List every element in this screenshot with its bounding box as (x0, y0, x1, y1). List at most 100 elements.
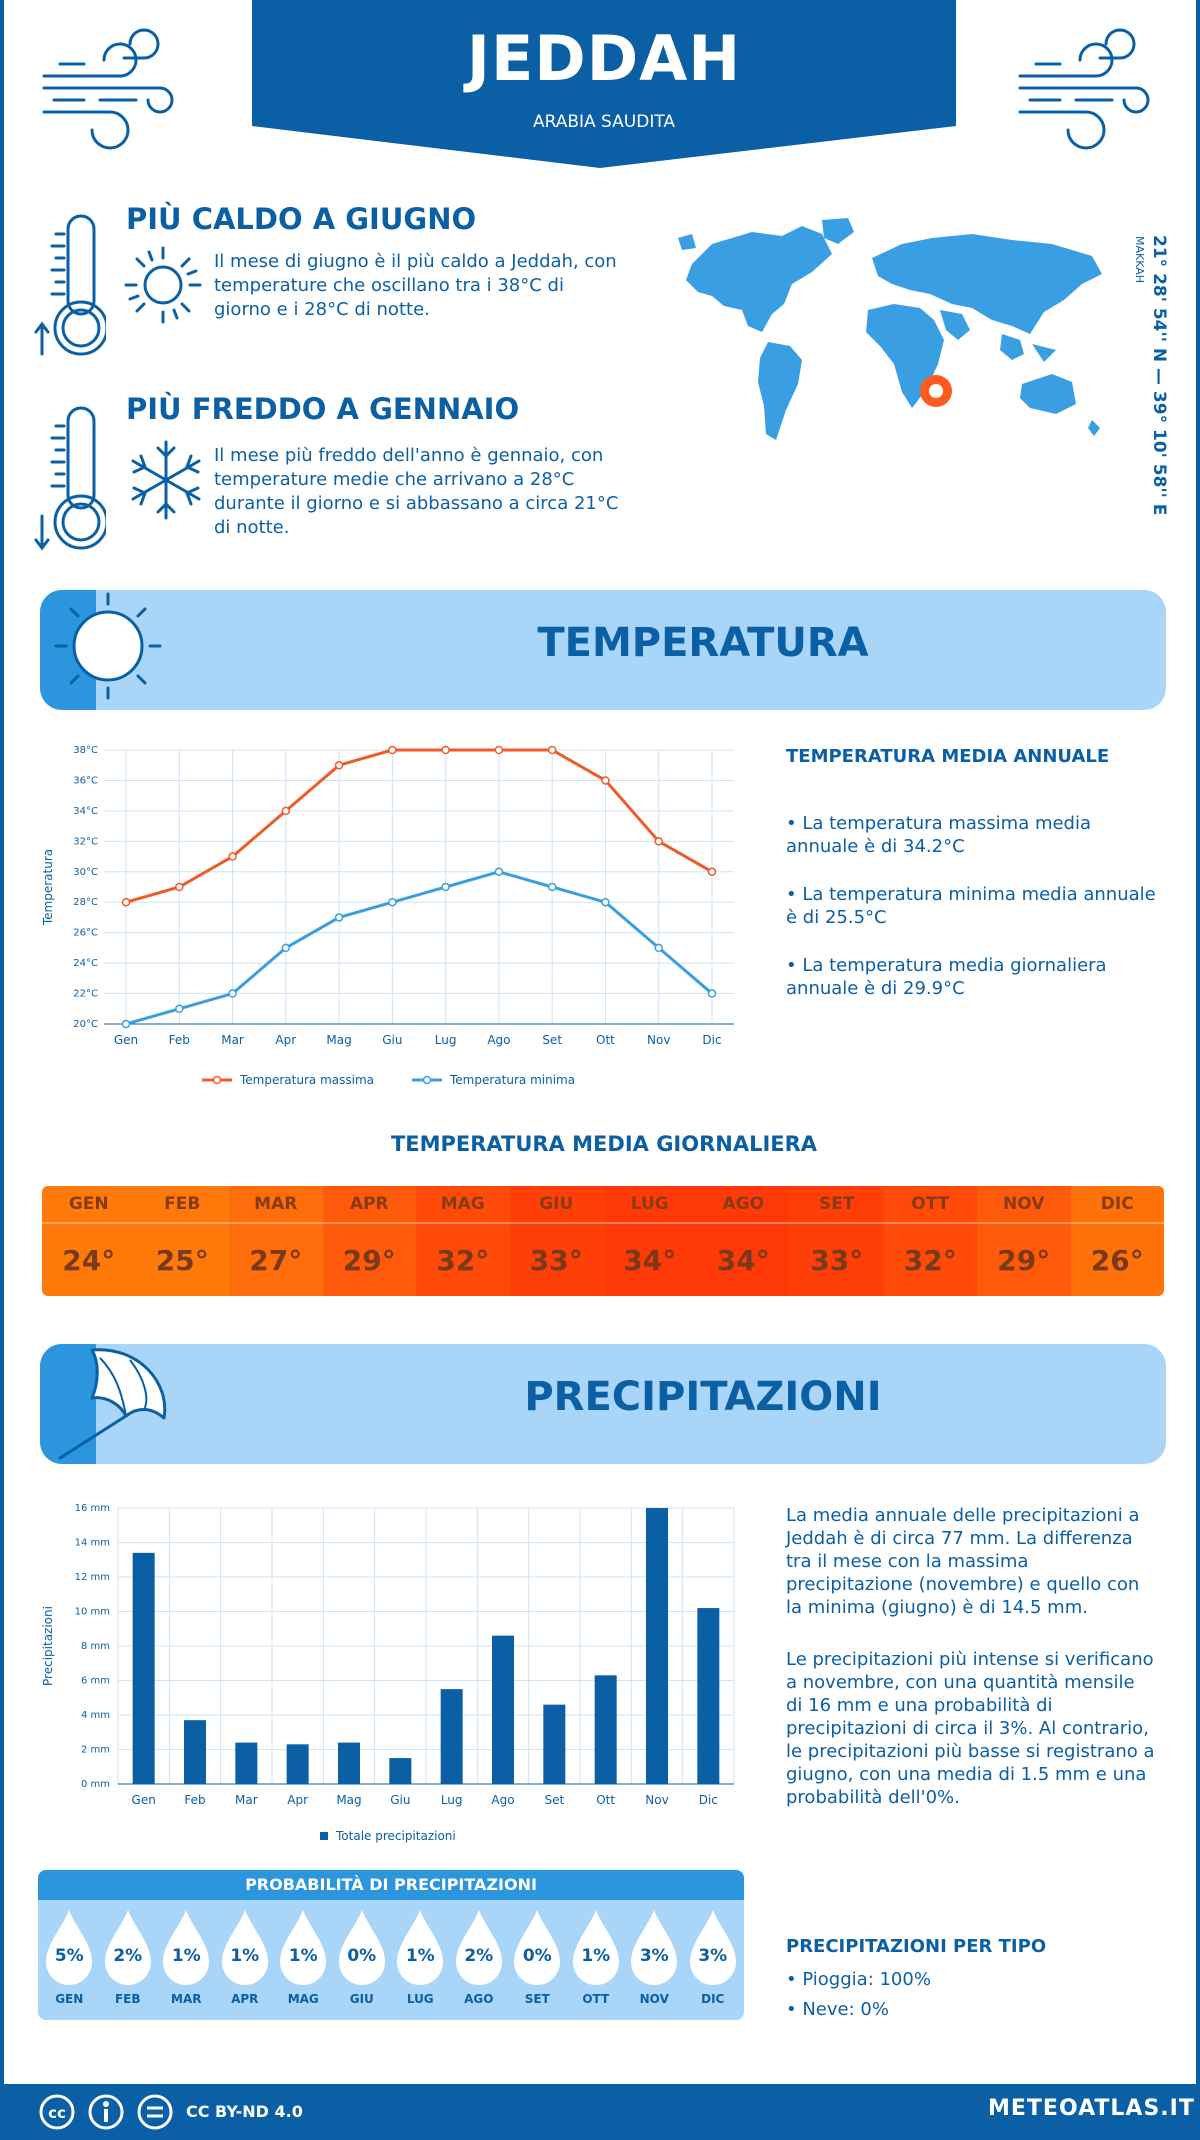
precip-bar (132, 1552, 155, 1784)
data-point (494, 745, 504, 755)
data-point (654, 943, 663, 953)
daily-temp-value: 29° (997, 1243, 1051, 1277)
x-tick-label: Giu (382, 1033, 402, 1047)
x-tick-label: Set (542, 1033, 562, 1047)
precip-probability-drops: 5% GEN 2% FEB 1% MAR 1% APR 1% MAG 0% GIU 1% LUG 2% AGO… (38, 1900, 744, 2020)
data-point (175, 1004, 184, 1014)
drop-icon (104, 1910, 151, 1985)
data-point (175, 882, 184, 892)
title-banner: JEDDAH ARABIA SAUDITA (252, 0, 956, 168)
x-tick-label: Mar (221, 1033, 244, 1047)
precip-bar (235, 1742, 258, 1784)
temperature-title: TEMPERATURA (537, 620, 869, 666)
y-tick-label: 30°C (73, 867, 98, 878)
y-tick-label: 38°C (73, 745, 98, 756)
data-point (601, 776, 610, 785)
precip-bar (338, 1742, 360, 1784)
precip-text-2: Le precipitazioni più intense si verific… (786, 1649, 1155, 1808)
daily-temp-month: APR (322, 1186, 416, 1224)
probability-month: OTT (582, 1992, 610, 2006)
probability-value: 0% (347, 1946, 377, 1966)
daily-temp-value: 27° (249, 1243, 303, 1277)
x-tick-label: Dic (702, 1033, 721, 1047)
y-tick-label: 14 mm (75, 1538, 110, 1549)
daily-temp-value: 32° (903, 1243, 957, 1277)
coordinates: 21° 28' 54'' N — 39° 10' 58'' E (1149, 235, 1169, 516)
x-tick-label: Lug (435, 1033, 457, 1047)
x-tick-label: Dic (699, 1793, 718, 1807)
probability-value: 3% (639, 1946, 669, 1966)
daily-temp-column: MAR 27° (229, 1186, 323, 1296)
region-name: MAKKAH (1133, 236, 1146, 284)
daily-temp-value: 25° (155, 1243, 209, 1277)
y-axis-label: Temperatura (41, 849, 55, 926)
x-tick-label: Apr (287, 1793, 308, 1807)
x-tick-label: Giu (390, 1793, 410, 1807)
drop-icon (455, 1910, 502, 1985)
license-icons: cc (39, 2094, 173, 2130)
daily-temp-month: LUG (603, 1186, 697, 1224)
y-tick-label: 20°C (73, 1019, 98, 1030)
probability-value: 1% (230, 1946, 260, 1966)
y-tick-label: 28°C (73, 897, 98, 908)
daily-temp-month: DIC (1070, 1186, 1164, 1224)
x-tick-label: Lug (441, 1793, 463, 1807)
sun-icon (124, 246, 202, 324)
precip-bar (440, 1689, 463, 1784)
x-tick-label: Ott (596, 1033, 615, 1047)
probability-drop: 1% APR (216, 1900, 275, 2020)
nd-icon (137, 2094, 173, 2130)
daily-temp-month: SET (790, 1186, 884, 1224)
data-point (601, 897, 610, 907)
probability-drop: 0% GIU (333, 1900, 392, 2020)
x-tick-label: Feb (184, 1793, 205, 1807)
precip-bar (184, 1720, 206, 1784)
probability-month: LUG (406, 1992, 434, 2006)
data-point (121, 1019, 131, 1029)
y-tick-label: 24°C (73, 958, 98, 969)
thermometer-up-icon (34, 214, 106, 356)
drop-icon (338, 1910, 385, 1985)
daily-temp-column: DIC 26° (1070, 1186, 1164, 1296)
probability-value: 2% (113, 1946, 143, 1966)
y-tick-label: 12 mm (75, 1572, 110, 1583)
daily-temp-column: LUG 34° (603, 1186, 697, 1296)
hottest-title: PIÙ CALDO A GIUGNO (126, 202, 477, 236)
daily-temp-month: FEB (135, 1186, 229, 1224)
daily-temp-value: 33° (810, 1243, 864, 1277)
wind-icon-right (1018, 28, 1150, 150)
drop-icon (572, 1910, 619, 1985)
series-line-max (125, 748, 713, 904)
daily-temp-month: GIU (509, 1186, 603, 1224)
data-point (334, 760, 344, 770)
data-point (547, 882, 557, 892)
daily-temp-value: 32° (436, 1243, 490, 1277)
annual-temp-mean: • La temperatura media giornaliera annua… (786, 955, 1107, 999)
y-tick-label: 16 mm (75, 1503, 110, 1514)
probability-drop: 1% MAG (274, 1900, 333, 2020)
precip-bar (697, 1608, 720, 1784)
precipitation-title: PRECIPITAZIONI (524, 1374, 882, 1420)
x-tick-label: Mag (336, 1793, 361, 1807)
precip-text-1: La media annuale delle precipitazioni a … (786, 1505, 1140, 1618)
probability-value: 1% (405, 1946, 435, 1966)
site-link[interactable]: METEOATLAS.IT (988, 2096, 1195, 2121)
thermometer-down-icon (34, 406, 106, 551)
precip-bar (492, 1635, 514, 1784)
annual-temp-title: TEMPERATURA MEDIA ANNUALE (786, 746, 1110, 767)
daily-temp-value: 24° (62, 1243, 116, 1277)
license-text: CC BY-ND 4.0 (186, 2102, 303, 2121)
y-tick-label: 22°C (73, 989, 98, 1000)
data-point (707, 989, 717, 998)
legend-label: Totale precipitazioni (335, 1829, 456, 1843)
legend-marker (422, 1075, 432, 1085)
y-tick-label: 8 mm (81, 1641, 110, 1652)
y-tick-label: 6 mm (81, 1676, 110, 1687)
probability-drop: 1% MAR (157, 1900, 216, 2020)
annual-temp-max: • La temperatura massima media annuale è… (786, 813, 1092, 857)
x-tick-label: Mag (326, 1033, 351, 1047)
drop-icon (514, 1910, 560, 1985)
probability-drop: 1% LUG (391, 1900, 450, 2020)
y-tick-label: 26°C (73, 928, 98, 939)
probability-value: 2% (464, 1946, 494, 1966)
